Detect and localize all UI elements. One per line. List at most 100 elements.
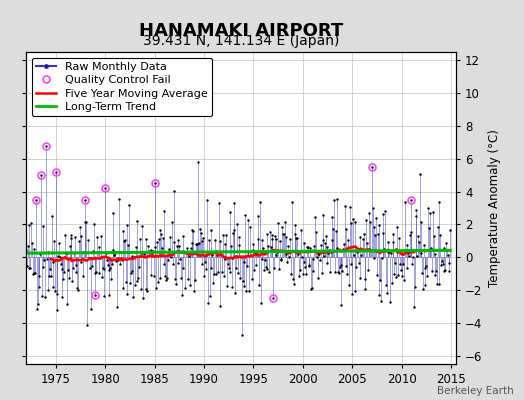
Point bbox=[328, 214, 336, 220]
Point bbox=[421, 282, 430, 288]
Text: 39.431 N, 141.134 E (Japan): 39.431 N, 141.134 E (Japan) bbox=[143, 34, 339, 48]
Point bbox=[78, 248, 86, 255]
Point bbox=[153, 239, 161, 245]
Point bbox=[166, 234, 174, 240]
Point bbox=[216, 303, 225, 309]
Point bbox=[188, 240, 196, 246]
Point bbox=[303, 244, 311, 251]
Point bbox=[132, 244, 140, 250]
Point bbox=[347, 260, 356, 267]
Point bbox=[140, 249, 149, 255]
Point bbox=[361, 286, 369, 293]
Point bbox=[150, 273, 158, 279]
Point bbox=[238, 332, 246, 338]
Point bbox=[34, 301, 42, 308]
Point bbox=[248, 240, 257, 247]
Point bbox=[395, 235, 403, 242]
Point bbox=[140, 251, 148, 257]
Point bbox=[25, 221, 33, 228]
Point bbox=[66, 242, 74, 249]
Point bbox=[156, 275, 165, 282]
Point bbox=[95, 244, 104, 250]
Point bbox=[220, 272, 228, 279]
Point bbox=[349, 216, 357, 222]
Point bbox=[127, 253, 136, 260]
Point bbox=[148, 249, 156, 256]
Point bbox=[145, 248, 153, 254]
Point bbox=[30, 270, 39, 276]
Point bbox=[296, 267, 304, 274]
Point bbox=[77, 259, 85, 266]
Point bbox=[230, 227, 238, 234]
Point bbox=[407, 228, 415, 235]
Point bbox=[37, 172, 45, 178]
Point bbox=[302, 270, 310, 277]
Point bbox=[365, 210, 373, 216]
Point bbox=[149, 248, 157, 254]
Point bbox=[291, 231, 300, 238]
Point bbox=[428, 268, 436, 274]
Point bbox=[171, 276, 179, 282]
Point bbox=[104, 291, 113, 298]
Point bbox=[59, 276, 68, 282]
Point bbox=[345, 204, 354, 210]
Point bbox=[261, 264, 270, 270]
Point bbox=[267, 244, 275, 250]
Point bbox=[334, 269, 342, 276]
Point bbox=[386, 299, 394, 305]
Point bbox=[234, 270, 242, 276]
Point bbox=[261, 257, 269, 263]
Point bbox=[81, 196, 90, 203]
Point bbox=[243, 263, 251, 269]
Point bbox=[52, 169, 60, 175]
Point bbox=[434, 224, 442, 230]
Point bbox=[420, 265, 429, 272]
Point bbox=[75, 224, 84, 230]
Point bbox=[211, 236, 219, 243]
Point bbox=[180, 249, 189, 255]
Point bbox=[313, 250, 322, 257]
Point bbox=[245, 288, 254, 294]
Point bbox=[424, 225, 433, 231]
Point bbox=[68, 278, 77, 285]
Point bbox=[394, 272, 402, 278]
Point bbox=[224, 261, 232, 267]
Point bbox=[440, 245, 449, 251]
Point bbox=[127, 270, 135, 276]
Point bbox=[195, 240, 203, 246]
Point bbox=[279, 231, 287, 237]
Point bbox=[201, 265, 210, 272]
Point bbox=[40, 257, 49, 263]
Point bbox=[263, 230, 271, 237]
Point bbox=[170, 239, 179, 245]
Point bbox=[409, 254, 417, 260]
Point bbox=[406, 232, 414, 238]
Point bbox=[157, 231, 166, 238]
Point bbox=[304, 263, 313, 269]
Point bbox=[249, 247, 258, 254]
Point bbox=[205, 236, 213, 243]
Point bbox=[218, 269, 226, 276]
Point bbox=[90, 220, 98, 227]
Point bbox=[107, 260, 116, 267]
Point bbox=[100, 293, 108, 299]
Point bbox=[217, 248, 225, 255]
Point bbox=[254, 213, 263, 219]
Point bbox=[348, 291, 356, 298]
Point bbox=[405, 252, 413, 259]
Point bbox=[195, 226, 204, 232]
Point bbox=[326, 249, 335, 255]
Point bbox=[332, 245, 341, 251]
Point bbox=[54, 253, 62, 260]
Point bbox=[396, 260, 404, 267]
Point bbox=[252, 261, 260, 268]
Point bbox=[283, 258, 291, 265]
Point bbox=[102, 250, 110, 256]
Point bbox=[263, 266, 271, 272]
Point bbox=[133, 278, 141, 285]
Point bbox=[367, 247, 375, 253]
Point bbox=[116, 261, 124, 267]
Point bbox=[368, 164, 376, 170]
Point bbox=[300, 240, 309, 246]
Point bbox=[165, 246, 173, 252]
